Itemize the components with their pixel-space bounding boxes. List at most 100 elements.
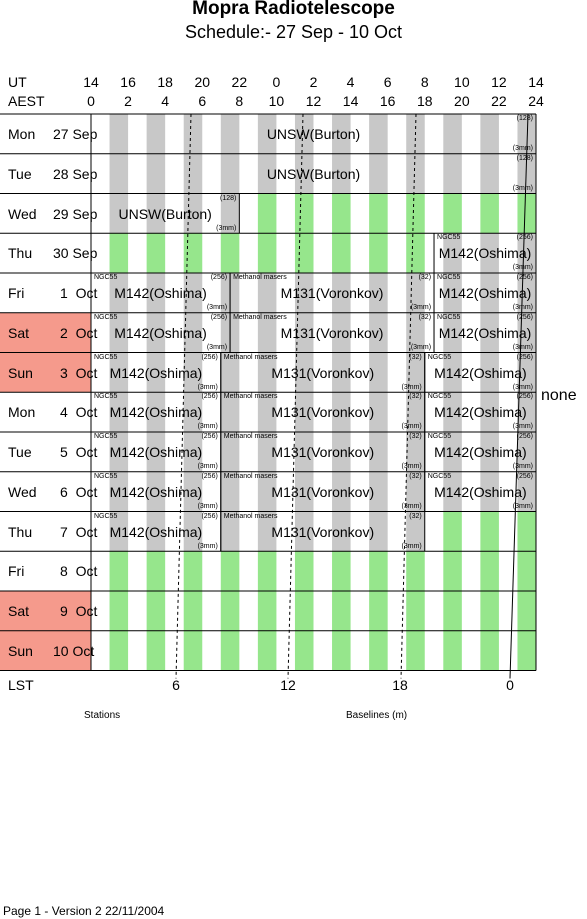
baselines-label: Baselines (m): [346, 710, 408, 721]
weekend-cell: [0, 591, 91, 631]
block-topnote: Methanol masers: [233, 313, 287, 321]
time-stripe: [220, 551, 240, 591]
ut-tick-label: 20: [194, 74, 211, 90]
time-stripe: [332, 233, 351, 273]
time-stripe: [517, 511, 536, 552]
day-date: 5 Oct: [60, 444, 98, 460]
time-stripe: [517, 591, 536, 631]
day-date: 1 Oct: [60, 285, 98, 301]
lst-axis-label: LST: [8, 677, 34, 693]
time-stripe: [220, 352, 240, 393]
block-project: M131(Voronkov): [271, 364, 375, 381]
time-stripe: [443, 551, 462, 591]
time-stripe: [257, 551, 277, 591]
time-stripe: [517, 193, 536, 234]
block-bottomright: (3mm): [197, 542, 218, 550]
time-stripe: [332, 352, 351, 393]
time-stripe: [332, 630, 351, 671]
time-stripe: [480, 273, 499, 313]
day-of-week: Sun: [8, 642, 33, 659]
time-stripe: [443, 511, 462, 552]
time-stripe: [294, 591, 314, 631]
time-stripe: [109, 392, 129, 432]
time-stripe: [369, 273, 388, 313]
block-bottomright: (3mm): [401, 423, 422, 431]
day-of-week: Mon: [8, 404, 36, 421]
page-title: Mopra Radiotelescope: [192, 0, 395, 19]
block-topnote: Methanol masers: [233, 274, 287, 281]
time-stripe: [443, 273, 462, 313]
time-stripe: [369, 352, 388, 393]
day-of-week: Fri: [8, 285, 25, 301]
block-topright: (256): [516, 393, 533, 401]
time-stripe: [220, 630, 240, 671]
time-stripe: [183, 392, 203, 432]
block-topnote: NGC55: [437, 234, 461, 242]
block-topright: (32): [409, 393, 422, 401]
block-topright: (256): [516, 313, 533, 321]
block-project: M142(Oshima): [109, 364, 203, 381]
aest-tick-label: 4: [161, 93, 170, 109]
time-stripe: [257, 312, 277, 353]
time-stripe: [183, 153, 203, 194]
block-topright: (256): [201, 353, 218, 361]
time-stripe: [257, 352, 277, 393]
weekend-cell: [0, 352, 91, 393]
block-bottomright: (3mm): [206, 304, 228, 311]
block-bottomright: (3mm): [512, 184, 533, 192]
block-project: M142(Oshima): [114, 324, 207, 341]
block-topnote: NGC55: [94, 274, 118, 281]
time-stripe: [517, 153, 536, 194]
weekend-cell: [0, 630, 91, 671]
time-stripe: [220, 392, 240, 432]
time-stripe: [443, 193, 462, 234]
block-project: M142(Oshima): [109, 444, 203, 460]
lst-dashed-line: [175, 113, 192, 679]
time-stripe: [109, 432, 129, 472]
day-of-week: Sat: [8, 324, 30, 341]
time-stripe: [109, 273, 129, 313]
block-bottomright: (3mm): [512, 145, 533, 152]
time-stripe: [369, 591, 388, 631]
time-stripe: [257, 511, 277, 552]
day-date: 30 Sep: [53, 245, 98, 262]
block-project: M142(Oshima): [438, 324, 532, 341]
aest-tick-label: 14: [342, 93, 359, 109]
time-stripe: [332, 312, 351, 353]
day-of-week: Tue: [8, 165, 32, 182]
time-stripe: [109, 471, 129, 512]
time-stripe: [406, 511, 425, 552]
time-stripe: [332, 432, 351, 472]
block-project: M131(Voronkov): [271, 483, 375, 500]
lst-zero-line: [509, 113, 529, 679]
aest-tick-label: 16: [379, 93, 396, 109]
block-bottomright: (3mm): [512, 383, 533, 391]
block-bottomright: (3mm): [512, 502, 533, 510]
time-stripe: [443, 630, 462, 671]
block-topright: (32): [418, 313, 432, 321]
time-stripe: [332, 392, 351, 432]
time-stripe: [146, 312, 166, 353]
block-project: M142(Oshima): [434, 404, 527, 421]
block-project: M131(Voronkov): [271, 404, 375, 421]
ut-tick-label: 18: [157, 74, 173, 90]
lst-tick-label: 18: [392, 677, 408, 693]
time-stripe: [109, 352, 129, 393]
block-topnote: NGC55: [94, 512, 118, 520]
day-date: 29 Sep: [53, 205, 98, 222]
time-stripe: [109, 511, 129, 552]
ut-tick-label: 22: [231, 74, 248, 90]
time-stripe: [183, 511, 203, 552]
time-stripe: [406, 432, 425, 472]
time-stripe: [443, 312, 462, 353]
time-stripe: [220, 511, 240, 552]
block-topright: (256): [516, 433, 533, 440]
time-stripe: [220, 193, 240, 234]
time-stripe: [480, 591, 499, 631]
day-of-week: Mon: [8, 126, 36, 142]
block-topnote: Methanol masers: [223, 512, 278, 520]
aest-tick-label: 20: [454, 93, 470, 109]
day-date: 28 Sep: [53, 165, 98, 182]
block-topnote: Methanol masers: [223, 393, 278, 401]
time-stripe: [257, 392, 277, 432]
